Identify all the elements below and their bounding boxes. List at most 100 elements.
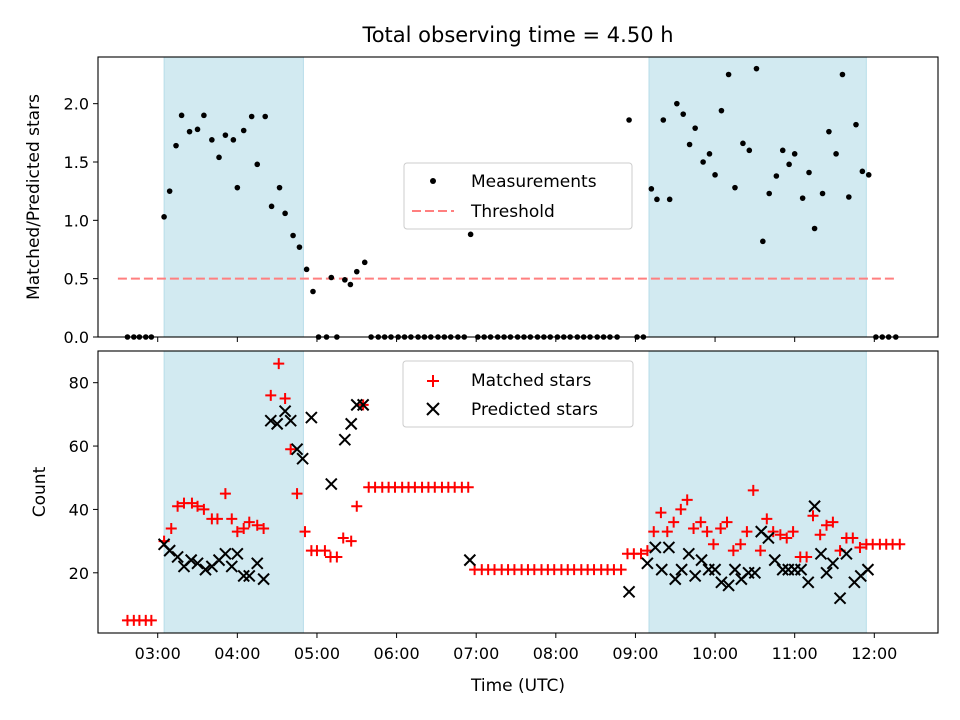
- predicted-star-point: [840, 547, 853, 560]
- x-tick-label: 06:00: [374, 644, 420, 663]
- predicted-star-point: [820, 566, 833, 580]
- y-tick-label-top: 2.0: [64, 95, 89, 114]
- measurement-point: [240, 127, 247, 134]
- predicted-star-point: [715, 576, 728, 589]
- measurement-point: [766, 190, 773, 197]
- measurement-point: [186, 128, 193, 135]
- predicted-star-point: [833, 591, 847, 605]
- matched-star-point: [165, 522, 177, 534]
- matched-star-point: [761, 513, 773, 525]
- matched-star-point: [807, 510, 819, 522]
- measurement-point: [262, 113, 269, 120]
- measurement-point: [654, 196, 660, 203]
- predicted-star-point: [722, 579, 735, 592]
- predicted-star-point: [338, 433, 352, 446]
- predicted-star-point: [199, 563, 212, 576]
- measurement-point: [746, 147, 753, 154]
- legend-top-box: [403, 162, 633, 230]
- matched-star-point: [747, 484, 759, 496]
- measurement-point: [725, 71, 732, 78]
- matched-star-point: [648, 526, 660, 538]
- x-tick-label: 03:00: [135, 644, 181, 663]
- y-tick-label-bottom: 20: [69, 564, 89, 583]
- legend-predicted-marker: [426, 402, 440, 416]
- matched-star-point: [299, 526, 311, 538]
- chart-title: Total observing time = 4.50 h: [361, 23, 673, 47]
- predicted-star-point: [655, 563, 668, 576]
- legend-top: Measurements Threshold: [403, 162, 633, 230]
- predicted-star-point: [641, 557, 654, 570]
- matched-star-point: [774, 529, 786, 541]
- matched-star-point: [894, 538, 906, 550]
- predicted-star-point: [762, 531, 775, 545]
- measurement-point: [268, 203, 275, 210]
- measurement-point: [718, 107, 725, 114]
- predicted-star-point: [768, 553, 781, 567]
- measurement-point: [342, 277, 348, 283]
- x-tick-label: 10:00: [692, 644, 738, 663]
- measurement-point: [779, 147, 786, 154]
- predicted-star-point: [776, 563, 789, 576]
- measurement-point: [811, 225, 818, 232]
- predicted-star-point: [622, 585, 636, 599]
- measurement-point: [626, 117, 632, 123]
- predicted-star-point: [708, 563, 722, 576]
- predicted-star-point: [278, 404, 292, 418]
- matched-star-point: [172, 500, 184, 512]
- measurement-point: [791, 151, 798, 157]
- predicted-star-point: [225, 560, 238, 573]
- legend-matched-marker: [427, 375, 439, 387]
- measurement-point: [290, 232, 296, 239]
- y-tick-label-bottom: 40: [69, 500, 89, 519]
- predicted-star-point: [669, 572, 682, 586]
- matched-star-point: [701, 526, 713, 538]
- predicted-star-point: [264, 414, 277, 427]
- measurement-point: [732, 184, 738, 191]
- measurement-point: [222, 132, 229, 138]
- matched-star-point: [186, 497, 198, 509]
- legend-bottom-box: [402, 360, 634, 428]
- matched-star-point: [787, 526, 799, 538]
- matched-star-point: [285, 443, 297, 455]
- predicted-star-point: [231, 547, 244, 560]
- predicted-star-point: [826, 557, 840, 570]
- matched-star-point: [735, 538, 747, 550]
- measurement-point: [680, 111, 687, 117]
- matched-star-point: [273, 358, 285, 370]
- predicted-star-point: [325, 477, 338, 491]
- measurement-point: [806, 169, 812, 176]
- measurement-point: [234, 184, 241, 191]
- matched-star-point: [754, 545, 766, 557]
- matched-star-point: [145, 614, 157, 626]
- matched-star-point: [661, 526, 673, 538]
- matched-star-point: [337, 532, 349, 544]
- axes-frame-bottom: [97, 350, 939, 634]
- panel-counts: 03:00 04:00 05:00 06:00 07:00 08:00 09:00 10:00…: [30, 350, 939, 696]
- matched-star-point: [226, 513, 238, 525]
- predicted-star-point: [243, 569, 256, 583]
- matched-star-point: [251, 519, 263, 531]
- predicted-star-point: [356, 398, 370, 412]
- x-tick-label: 05:00: [294, 644, 340, 663]
- predicted-star-point: [163, 544, 176, 557]
- axes-frame-top: [97, 56, 939, 338]
- measurement-point: [216, 154, 222, 161]
- matched-star-points: [121, 358, 906, 626]
- measurement-point: [712, 172, 718, 178]
- matched-star-point: [279, 393, 291, 405]
- x-tick-label: 09:00: [612, 644, 658, 663]
- legend-predicted-label: Predicted stars: [471, 400, 598, 420]
- x-tick-label: 07:00: [453, 644, 499, 663]
- matched-star-point: [707, 538, 719, 550]
- measurement-point: [700, 159, 706, 165]
- measurement-point: [201, 112, 207, 119]
- matched-star-point: [258, 522, 270, 534]
- measurement-point: [692, 125, 698, 131]
- measurement-point: [760, 238, 766, 245]
- measurement-point: [706, 151, 713, 157]
- y-ticks-top: 0.0 0.5 1.0 1.5 2.0: [64, 95, 98, 347]
- measurement-point: [799, 195, 806, 201]
- measurement-point: [865, 172, 872, 178]
- matched-star-point: [238, 522, 250, 534]
- matched-star-point: [462, 481, 474, 493]
